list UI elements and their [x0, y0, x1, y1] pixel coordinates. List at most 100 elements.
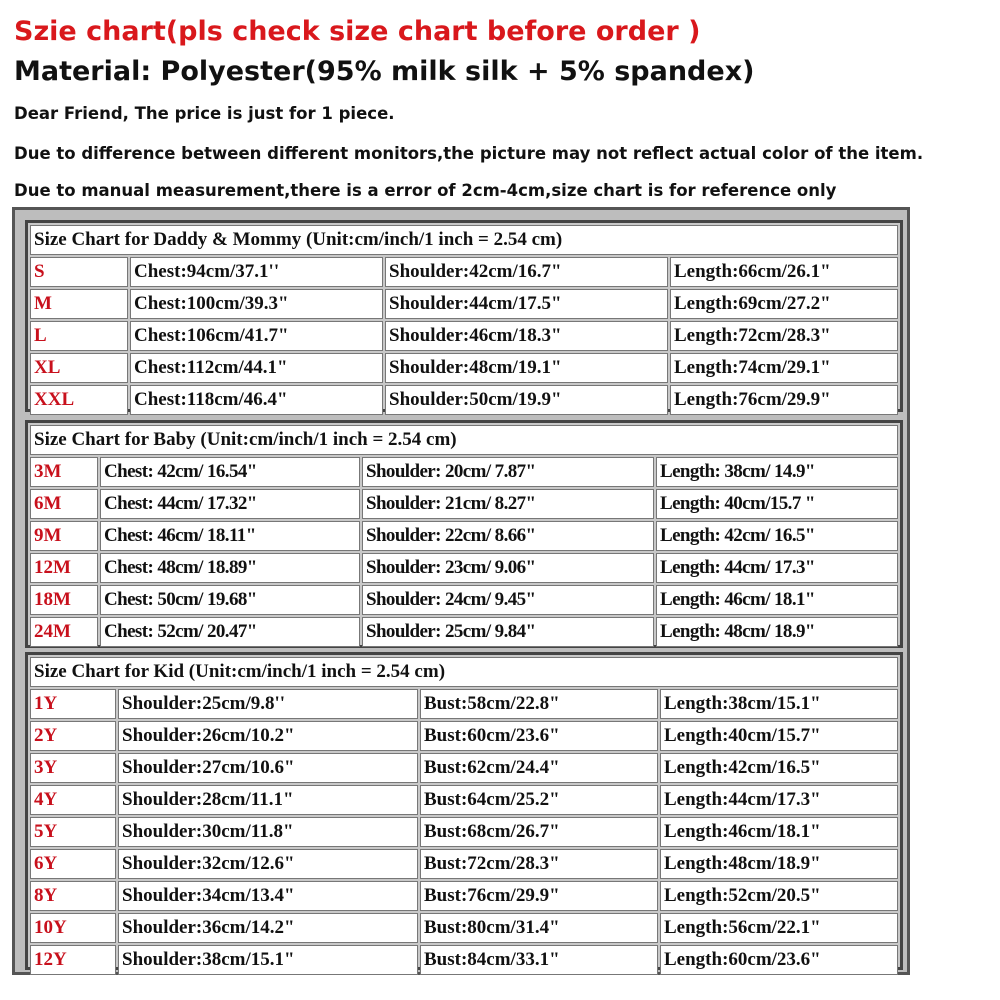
- table-row: 3Y Shoulder:27cm/10.6" Bust:62cm/24.4" Leng…: [30, 753, 898, 783]
- size-label: 5Y: [30, 817, 116, 847]
- size-label: 8Y: [30, 881, 116, 911]
- measurement-cell: Bust:62cm/24.4": [420, 753, 658, 783]
- baby-size-table: Size Chart for Baby (Unit:cm/inch/1 inch…: [25, 420, 903, 648]
- table-row: 1Y Shoulder:25cm/9.8'' Bust:58cm/22.8" Leng…: [30, 689, 898, 719]
- size-chart-container: Size Chart for Daddy & Mommy (Unit:cm/in…: [12, 207, 910, 975]
- table-row: XXL Chest:118cm/46.4" Shoulder:50cm/19.9" L…: [30, 385, 898, 415]
- measurement-cell: Chest: 42cm/ 16.54": [100, 457, 360, 487]
- measurement-cell: Length: 40cm/15.7 ": [656, 489, 898, 519]
- measurement-cell: Length:42cm/16.5": [660, 753, 898, 783]
- table-row: 4Y Shoulder:28cm/11.1" Bust:64cm/25.2" Leng…: [30, 785, 898, 815]
- size-label: 24M: [30, 617, 98, 647]
- size-label: L: [30, 321, 128, 351]
- measurement-cell: Shoulder:28cm/11.1": [118, 785, 418, 815]
- material-line: Material: Polyester(95% milk silk + 5% s…: [14, 56, 755, 87]
- measurement-cell: Chest: 48cm/ 18.89": [100, 553, 360, 583]
- measurement-cell: Chest:100cm/39.3": [130, 289, 383, 319]
- table-row: M Chest:100cm/39.3" Shoulder:44cm/17.5" Len…: [30, 289, 898, 319]
- size-label: 3Y: [30, 753, 116, 783]
- size-label: XXL: [30, 385, 128, 415]
- measurement-cell: Shoulder:38cm/15.1": [118, 945, 418, 975]
- kid-size-table: Size Chart for Kid (Unit:cm/inch/1 inch …: [25, 652, 903, 975]
- adult-size-table: Size Chart for Daddy & Mommy (Unit:cm/in…: [25, 220, 903, 415]
- size-label: M: [30, 289, 128, 319]
- measurement-cell: Shoulder:44cm/17.5": [385, 289, 668, 319]
- table-row: 24M Chest: 52cm/ 20.47" Shoulder: 25cm/ 9.…: [30, 617, 898, 647]
- measurement-cell: Chest:94cm/37.1'': [130, 257, 383, 287]
- measurement-cell: Shoulder:36cm/14.2": [118, 913, 418, 943]
- measurement-cell: Shoulder: 25cm/ 9.84": [362, 617, 654, 647]
- measurement-cell: Bust:68cm/26.7": [420, 817, 658, 847]
- table-row: XL Chest:112cm/44.1" Shoulder:48cm/19.1" Le…: [30, 353, 898, 383]
- measurement-cell: Shoulder: 21cm/ 8.27": [362, 489, 654, 519]
- table-title-row: Size Chart for Daddy & Mommy (Unit:cm/in…: [30, 225, 898, 255]
- measurement-cell: Length:60cm/23.6": [660, 945, 898, 975]
- size-label: 3M: [30, 457, 98, 487]
- measurement-cell: Chest: 44cm/ 17.32": [100, 489, 360, 519]
- table-row: 12M Chest: 48cm/ 18.89" Shoulder: 23cm/ 9.…: [30, 553, 898, 583]
- table-title: Size Chart for Daddy & Mommy (Unit:cm/in…: [30, 225, 898, 255]
- measurement-cell: Bust:84cm/33.1": [420, 945, 658, 975]
- size-label: 10Y: [30, 913, 116, 943]
- table-row: 10Y Shoulder:36cm/14.2" Bust:80cm/31.4" Len…: [30, 913, 898, 943]
- measurement-cell: Length: 38cm/ 14.9": [656, 457, 898, 487]
- measurement-cell: Length:38cm/15.1": [660, 689, 898, 719]
- measurement-cell: Chest:118cm/46.4": [130, 385, 383, 415]
- size-label: 6Y: [30, 849, 116, 879]
- table-row: S Chest:94cm/37.1'' Shoulder:42cm/16.7" Len…: [30, 257, 898, 287]
- measurement-cell: Length:46cm/18.1": [660, 817, 898, 847]
- size-label: 12Y: [30, 945, 116, 975]
- table-title: Size Chart for Baby (Unit:cm/inch/1 inch…: [30, 425, 898, 455]
- measurement-cell: Shoulder:42cm/16.7": [385, 257, 668, 287]
- measurement-cell: Length:48cm/18.9": [660, 849, 898, 879]
- measurement-cell: Shoulder:26cm/10.2": [118, 721, 418, 751]
- measurement-cell: Length: 48cm/ 18.9": [656, 617, 898, 647]
- table-row: 3M Chest: 42cm/ 16.54" Shoulder: 20cm/ 7.8…: [30, 457, 898, 487]
- measurement-cell: Shoulder: 22cm/ 8.66": [362, 521, 654, 551]
- table-row: 9M Chest: 46cm/ 18.11" Shoulder: 22cm/ 8.6…: [30, 521, 898, 551]
- table-title: Size Chart for Kid (Unit:cm/inch/1 inch …: [30, 657, 898, 687]
- table-title-row: Size Chart for Baby (Unit:cm/inch/1 inch…: [30, 425, 898, 455]
- note-price: Dear Friend, The price is just for 1 pie…: [14, 104, 395, 123]
- measurement-cell: Length:56cm/22.1": [660, 913, 898, 943]
- measurement-cell: Length:44cm/17.3": [660, 785, 898, 815]
- measurement-cell: Shoulder: 24cm/ 9.45": [362, 585, 654, 615]
- note-measurement: Due to manual measurement,there is a err…: [14, 181, 837, 200]
- measurement-cell: Shoulder:34cm/13.4": [118, 881, 418, 911]
- measurement-cell: Length: 44cm/ 17.3": [656, 553, 898, 583]
- size-label: 2Y: [30, 721, 116, 751]
- table-row: 2Y Shoulder:26cm/10.2" Bust:60cm/23.6" Leng…: [30, 721, 898, 751]
- table-row: L Chest:106cm/41.7" Shoulder:46cm/18.3" Len…: [30, 321, 898, 351]
- measurement-cell: Bust:64cm/25.2": [420, 785, 658, 815]
- measurement-cell: Shoulder: 20cm/ 7.87": [362, 457, 654, 487]
- table-row: 8Y Shoulder:34cm/13.4" Bust:76cm/29.9" Leng…: [30, 881, 898, 911]
- measurement-cell: Shoulder:25cm/9.8'': [118, 689, 418, 719]
- measurement-cell: Length:40cm/15.7": [660, 721, 898, 751]
- measurement-cell: Length:72cm/28.3": [670, 321, 898, 351]
- note-monitor: Due to difference between different moni…: [14, 144, 924, 163]
- size-label: S: [30, 257, 128, 287]
- measurement-cell: Length:66cm/26.1": [670, 257, 898, 287]
- page-title: Szie chart(pls check size chart before o…: [14, 16, 701, 47]
- measurement-cell: Bust:80cm/31.4": [420, 913, 658, 943]
- measurement-cell: Chest: 52cm/ 20.47": [100, 617, 360, 647]
- measurement-cell: Chest: 50cm/ 19.68": [100, 585, 360, 615]
- measurement-cell: Shoulder:50cm/19.9": [385, 385, 668, 415]
- measurement-cell: Length:69cm/27.2": [670, 289, 898, 319]
- measurement-cell: Length:52cm/20.5": [660, 881, 898, 911]
- size-label: 12M: [30, 553, 98, 583]
- measurement-cell: Bust:58cm/22.8": [420, 689, 658, 719]
- table-row: 6Y Shoulder:32cm/12.6" Bust:72cm/28.3" Leng…: [30, 849, 898, 879]
- measurement-cell: Chest:106cm/41.7": [130, 321, 383, 351]
- measurement-cell: Length:74cm/29.1": [670, 353, 898, 383]
- measurement-cell: Length: 42cm/ 16.5": [656, 521, 898, 551]
- measurement-cell: Bust:72cm/28.3": [420, 849, 658, 879]
- measurement-cell: Length: 46cm/ 18.1": [656, 585, 898, 615]
- size-label: 6M: [30, 489, 98, 519]
- measurement-cell: Shoulder:46cm/18.3": [385, 321, 668, 351]
- measurement-cell: Chest: 46cm/ 18.11": [100, 521, 360, 551]
- size-label: 18M: [30, 585, 98, 615]
- measurement-cell: Chest:112cm/44.1": [130, 353, 383, 383]
- size-label: 4Y: [30, 785, 116, 815]
- measurement-cell: Shoulder: 23cm/ 9.06": [362, 553, 654, 583]
